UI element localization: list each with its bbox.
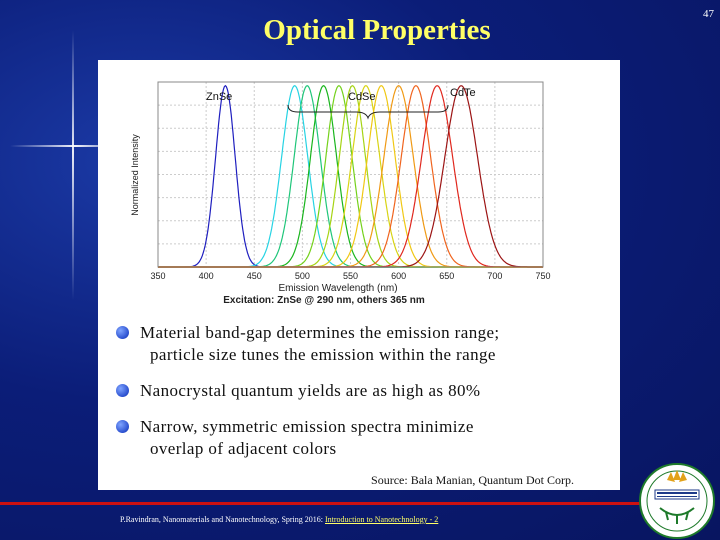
bullet-item: Nanocrystal quantum yields are as high a… [116,380,616,402]
page-number: 47 [703,8,714,20]
bullet-line: Material band-gap determines the emissio… [140,323,500,342]
bullet-line: Narrow, symmetric emission spectra minim… [140,417,474,436]
slide-title: Optical Properties [263,14,491,46]
chart-ticks: 350 400 450 500 550 600 650 700 750 [150,271,550,281]
bullet-dot-icon [116,420,129,433]
annotation-znse: ZnSe [206,91,232,103]
plot-frame [157,81,544,268]
x-tick-label: 550 [343,271,358,281]
bullet-item: Material band-gap determines the emissio… [116,322,616,366]
sparkle-vertical-decoration [72,30,74,300]
emission-spectra-chart: 350 400 450 500 550 600 650 700 750 Normalized I… [130,81,551,306]
cdse-bracket [287,104,449,120]
content-panel: 350 400 450 500 550 600 650 700 750 Normalized I… [98,60,620,490]
bullet-item: Narrow, symmetric emission spectra minim… [116,416,616,460]
source-citation: Source: Bala Manian, Quantum Dot Corp. [371,473,574,487]
x-tick-label: 750 [535,271,550,281]
x-tick-label: 700 [487,271,502,281]
sparkle-horizontal-decoration [10,145,140,147]
x-tick-label: 600 [391,271,406,281]
bullet-dot-icon [116,384,129,397]
footer-text: P.Ravindran, Nanomaterials and Nanotechn… [120,515,325,524]
y-axis-label: Normalized Intensity [130,134,140,216]
x-tick-label: 350 [150,271,165,281]
university-seal-icon [639,463,715,539]
bullet-line: particle size tunes the emission within … [150,345,496,364]
bullet-list: Material band-gap determines the emissio… [116,322,616,474]
footer-bar [0,502,640,505]
bullet-line: overlap of adjacent colors [150,439,337,458]
x-tick-label: 450 [247,271,262,281]
footer: P.Ravindran, Nanomaterials and Nanotechn… [120,515,438,524]
annotation-cdte: CdTe [450,87,476,99]
x-tick-label: 400 [199,271,214,281]
bullet-line: Nanocrystal quantum yields are as high a… [140,381,481,400]
chart-grid [157,82,544,267]
annotation-cdse: CdSe [348,91,376,103]
footer-link[interactable]: Introduction to Nanotechnology - 2 [325,515,439,524]
x-axis-label: Emission Wavelength (nm) [278,283,397,294]
bullet-dot-icon [116,326,129,339]
excitation-note: Excitation: ZnSe @ 290 nm, others 365 nm [223,295,425,306]
x-tick-label: 500 [295,271,310,281]
x-tick-label: 650 [439,271,454,281]
